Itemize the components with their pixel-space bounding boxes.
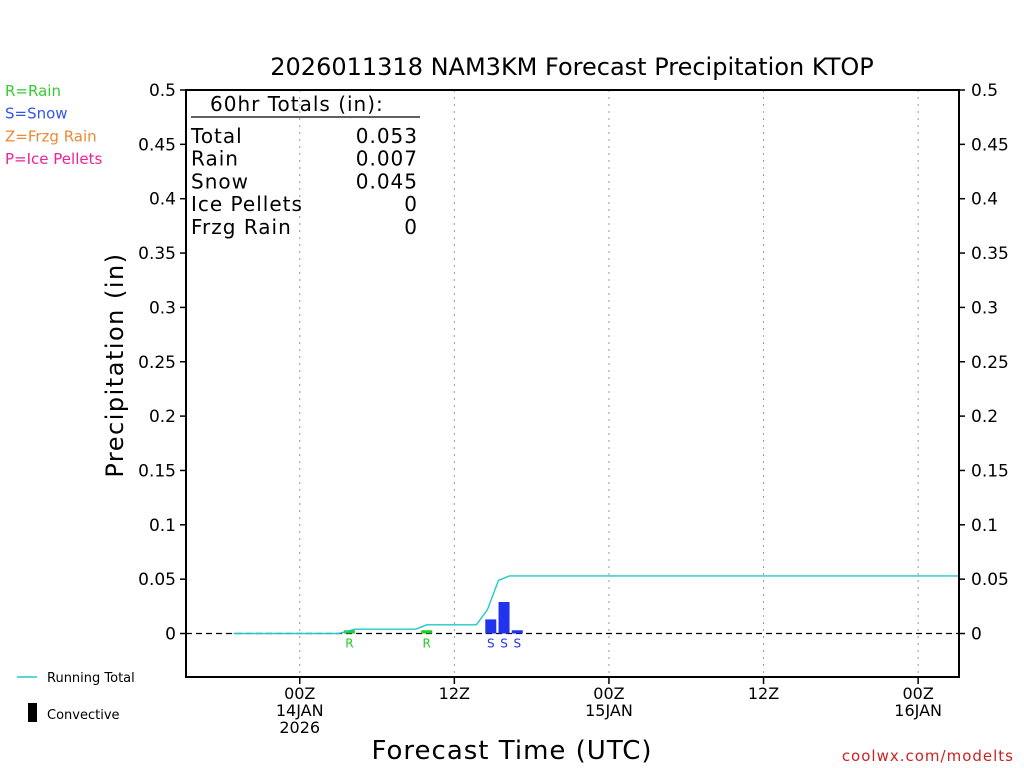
precip-bar-label: S xyxy=(500,637,508,651)
precip-bar-snow xyxy=(511,630,523,634)
x-tick-label: 15JAN xyxy=(585,701,633,720)
y-tick-label-left: 0.5 xyxy=(149,81,176,101)
y-tick-label-left: 0.25 xyxy=(138,353,176,373)
x-tick-label: 16JAN xyxy=(894,701,942,720)
y-tick-label-left: 0.15 xyxy=(138,461,176,481)
y-tick-label-right: 0.2 xyxy=(971,407,998,427)
y-tick-label-right: 0 xyxy=(971,625,982,645)
plot-frame xyxy=(185,89,960,678)
x-tick-label: 14JAN xyxy=(276,701,324,720)
type-legend-item: Z=Frzg Rain xyxy=(5,127,97,145)
y-tick-label-right: 0.1 xyxy=(971,516,998,536)
chart-title: 2026011318 NAM3KM Forecast Precipitation… xyxy=(270,53,873,81)
y-tick-label-left: 0 xyxy=(165,625,176,645)
x-tick-label: 12Z xyxy=(439,684,470,703)
type-legend-item: S=Snow xyxy=(5,105,68,123)
convective-legend-label: Convective xyxy=(47,708,120,723)
totals-row-label: Rain xyxy=(191,147,239,171)
y-axis-label: Precipitation (in) xyxy=(101,252,129,477)
totals-row-label: Total xyxy=(190,124,243,148)
y-tick-label-right: 0.25 xyxy=(971,353,1009,373)
totals-row-value: 0 xyxy=(404,192,418,216)
y-tick-label-left: 0.2 xyxy=(149,407,176,427)
y-tick-label-right: 0.05 xyxy=(971,570,1009,590)
x-tick-label: 2026 xyxy=(279,718,320,737)
totals-row-label: Snow xyxy=(191,169,249,193)
y-tick-label-right: 0.15 xyxy=(971,461,1009,481)
precip-bar-snow xyxy=(485,619,497,634)
totals-box: 60hr Totals (in): Total 0.053 Rain 0.007 Sno… xyxy=(190,92,420,239)
precip-bar-snow xyxy=(498,601,510,634)
precip-bar-rain xyxy=(421,630,433,634)
totals-row-label: Frzg Rain xyxy=(191,215,292,239)
totals-row-value: 0 xyxy=(404,215,418,239)
y-tick-label-right: 0.35 xyxy=(971,244,1009,264)
x-tick-label: 00Z xyxy=(593,684,624,703)
precip-bar-label: R xyxy=(345,637,353,651)
y-tick-label-right: 0.3 xyxy=(971,298,998,318)
precip-type-legend: R=Rain S=Snow Z=Frzg Rain P=Ice Pellets xyxy=(5,82,102,168)
y-tick-label-right: 0.45 xyxy=(971,135,1009,155)
x-axis-label: Forecast Time (UTC) xyxy=(371,736,652,766)
totals-row-value: 0.007 xyxy=(356,147,418,171)
y-tick-label-left: 0.05 xyxy=(138,570,176,590)
y-axes: 0 00.05 0.050.1 0.10.15 0.150.2 0.20.25 0.250.… xyxy=(138,81,1009,645)
y-tick-label-right: 0.5 xyxy=(971,81,998,101)
y-tick-label-left: 0.3 xyxy=(149,298,176,318)
totals-heading: 60hr Totals (in): xyxy=(210,92,384,116)
type-legend-item: P=Ice Pellets xyxy=(5,150,102,168)
credit-text: coolwx.com/modelts xyxy=(842,747,1014,765)
precip-bar-label: R xyxy=(423,637,431,651)
precip-bar-label: S xyxy=(513,637,521,651)
totals-row-value: 0.053 xyxy=(356,124,418,148)
y-tick-label-left: 0.45 xyxy=(138,135,176,155)
totals-row-value: 0.045 xyxy=(356,169,418,193)
x-tick-label: 00Z xyxy=(902,684,933,703)
x-tick-label: 00Z xyxy=(284,684,315,703)
y-tick-label-right: 0.4 xyxy=(971,190,998,210)
type-legend-item: R=Rain xyxy=(5,82,61,100)
precip-bar-label: S xyxy=(487,637,495,651)
totals-row-label: Ice Pellets xyxy=(191,192,303,216)
running-total-legend-label: Running Total xyxy=(47,671,135,686)
convective-swatch xyxy=(28,703,37,722)
precip-bar-rain xyxy=(343,630,355,634)
y-tick-label-left: 0.35 xyxy=(138,244,176,264)
x-tick-label: 12Z xyxy=(748,684,779,703)
series-legend: Running Total Convective xyxy=(17,671,135,723)
running-total-line xyxy=(233,575,959,635)
y-tick-label-left: 0.4 xyxy=(149,190,176,210)
y-tick-label-left: 0.1 xyxy=(149,516,176,536)
